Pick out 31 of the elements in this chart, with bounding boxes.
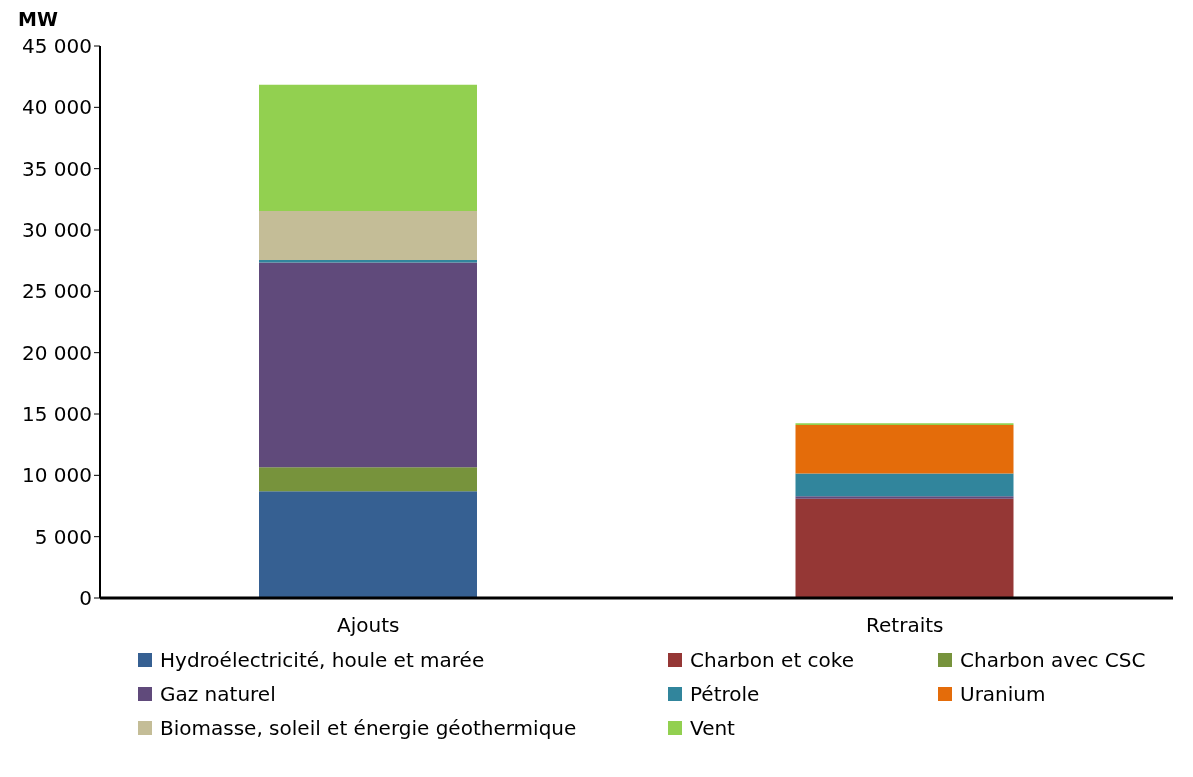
bar: [259, 84, 477, 211]
y-tick-label: 20 000: [22, 340, 92, 365]
bar: [259, 262, 477, 468]
bar: [259, 260, 477, 263]
x-tick-label: Ajouts: [337, 613, 400, 638]
y-tick-label: 15 000: [22, 402, 92, 427]
legend-label: Vent: [690, 716, 735, 740]
y-tick-label: 10 000: [22, 463, 92, 488]
x-tick-label: Retraits: [866, 613, 944, 638]
y-tick-label: 30 000: [22, 218, 92, 243]
bar: [259, 467, 477, 492]
y-tick-label: 5 000: [34, 524, 92, 549]
legend-label: Gaz naturel: [160, 682, 276, 706]
y-tick-label: 0: [79, 586, 92, 611]
legend-label: Uranium: [960, 682, 1046, 706]
y-tick-label: 45 000: [22, 34, 92, 59]
y-axis-title: MW: [18, 8, 58, 30]
bar: [259, 210, 477, 261]
bar: [795, 498, 1014, 598]
legend-label: Hydroélectricité, houle et marée: [160, 648, 485, 672]
legend-label: Charbon avec CSC: [960, 648, 1146, 672]
bar: [259, 491, 477, 598]
bar: [795, 473, 1014, 497]
y-tick-label: 25 000: [22, 279, 92, 304]
legend-label: Charbon et coke: [690, 648, 854, 672]
bar: [795, 496, 1014, 499]
bar: [795, 425, 1014, 474]
y-tick-label: 35 000: [22, 156, 92, 181]
legend-label: Biomasse, soleil et énergie géothermique: [160, 716, 577, 740]
y-tick-label: 40 000: [22, 95, 92, 120]
legend-label: Pétrole: [690, 682, 760, 706]
